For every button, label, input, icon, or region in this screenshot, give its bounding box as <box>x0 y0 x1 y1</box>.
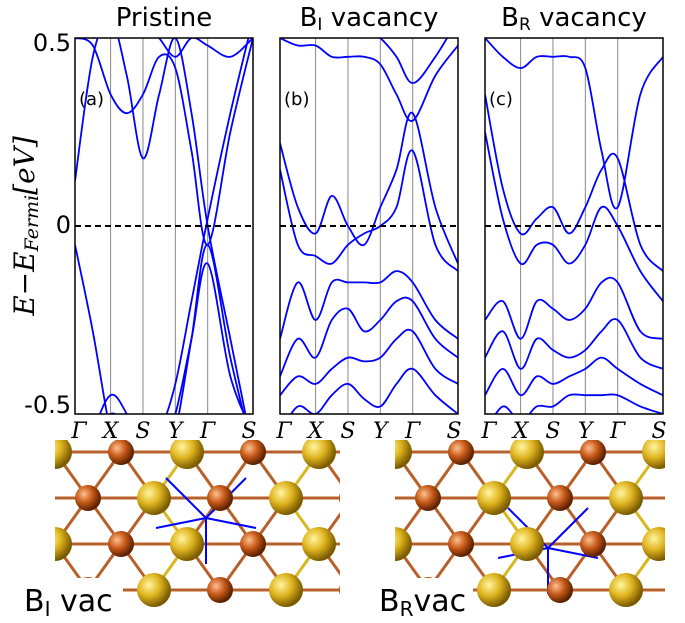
x-tick-label: X <box>101 419 120 444</box>
metal-atom <box>240 531 266 557</box>
panel-label: (c) <box>489 89 513 110</box>
chart-title: BR vacancy <box>501 3 647 36</box>
x-tick-label: Γ <box>199 419 216 444</box>
boron-atom <box>477 573 511 607</box>
metal-atom <box>339 485 365 511</box>
x-tick-label: Γ <box>275 419 292 444</box>
bond <box>22 452 55 498</box>
vacancy-bond <box>206 518 256 528</box>
ylabel-main: E−E <box>8 251 41 316</box>
metal-atom <box>415 485 441 511</box>
y-tick-label: -0.5 <box>24 391 71 419</box>
title-main: B <box>501 3 519 33</box>
boron-atom <box>477 481 511 515</box>
title-rest: vacancy <box>322 3 438 33</box>
boron-atom <box>302 527 336 561</box>
title-sub: R <box>519 15 531 35</box>
metal-atom <box>207 577 233 603</box>
boron-atom <box>378 527 412 561</box>
metal-atom <box>207 485 233 511</box>
panel-label: (b) <box>284 89 309 110</box>
metal-atom <box>75 485 101 511</box>
x-tick-label: S <box>135 419 150 444</box>
boron-atom <box>510 527 544 561</box>
panel-label: (a) <box>79 89 104 110</box>
x-tick-label: Γ <box>480 419 497 444</box>
x-tick-label: S <box>340 419 355 444</box>
bond <box>22 498 55 544</box>
title-rest: vacancy <box>531 3 647 33</box>
bond <box>0 452 22 498</box>
x-tick-label: X <box>306 419 325 444</box>
x-tick-label: X <box>511 419 530 444</box>
x-tick-label: S <box>241 419 256 444</box>
structure-image <box>316 435 685 607</box>
metal-atom <box>0 531 2 557</box>
x-tick-label: Γ <box>609 419 626 444</box>
title-main: B <box>300 3 318 33</box>
figure: BI vacBRvac ΓXSYΓS0.50-0.5(a)PristineE−E… <box>0 0 685 623</box>
boron-atom <box>137 573 171 607</box>
bond <box>362 498 395 544</box>
x-tick-label: S <box>446 419 461 444</box>
structure-label: BRvac <box>379 584 466 621</box>
boron-atom <box>170 527 204 561</box>
bond <box>0 498 22 544</box>
boron-atom <box>38 435 72 469</box>
structure-label: BI vac <box>24 584 113 621</box>
x-tick-label: Y <box>578 419 595 444</box>
metal-atom <box>547 577 573 603</box>
x-tick-label: S <box>651 419 666 444</box>
metal-atom <box>108 531 134 557</box>
boron-atom <box>38 527 72 561</box>
label-main: B <box>379 584 400 619</box>
x-tick-label: Y <box>373 419 390 444</box>
label-sub: R <box>400 597 414 621</box>
boron-atom <box>137 481 171 515</box>
label-rest: vac <box>51 584 113 619</box>
boron-atom <box>345 481 379 515</box>
boron-atom <box>642 527 676 561</box>
label-rest: vac <box>414 584 467 619</box>
boron-atom <box>609 573 643 607</box>
metal-atom <box>372 531 398 557</box>
boron-atom <box>269 481 303 515</box>
boron-atom <box>269 573 303 607</box>
title-main: Pristine <box>116 3 213 33</box>
ylabel-sub: Fermi <box>21 195 43 253</box>
panel: ΓXSYΓS(c)BR vacancy <box>480 3 666 445</box>
x-tick-label: Γ <box>70 419 87 444</box>
boron-atom <box>5 481 39 515</box>
bond <box>362 452 395 498</box>
metal-atom <box>679 577 685 603</box>
bond <box>352 452 385 498</box>
bond <box>352 498 385 544</box>
metal-atom <box>679 485 685 511</box>
chart-title: Pristine <box>116 3 213 33</box>
ylabel-unit: [eV] <box>8 136 41 195</box>
metal-atom <box>0 439 2 465</box>
metal-atom <box>580 531 606 557</box>
x-tick-label: Y <box>168 419 185 444</box>
y-tick-label: 0 <box>56 211 71 239</box>
x-tick-label: Γ <box>404 419 421 444</box>
boron-atom <box>609 481 643 515</box>
metal-atom <box>547 485 573 511</box>
label-main: B <box>24 584 45 619</box>
chart-title: BI vacancy <box>300 3 439 36</box>
y-axis-label: E−EFermi[eV] <box>8 136 44 317</box>
y-tick-label: 0.5 <box>33 29 71 57</box>
x-tick-label: S <box>545 419 560 444</box>
metal-atom <box>339 577 365 603</box>
metal-atom <box>448 531 474 557</box>
page: BI vacBRvac ΓXSYΓS0.50-0.5(a)PristineE−E… <box>0 0 685 623</box>
